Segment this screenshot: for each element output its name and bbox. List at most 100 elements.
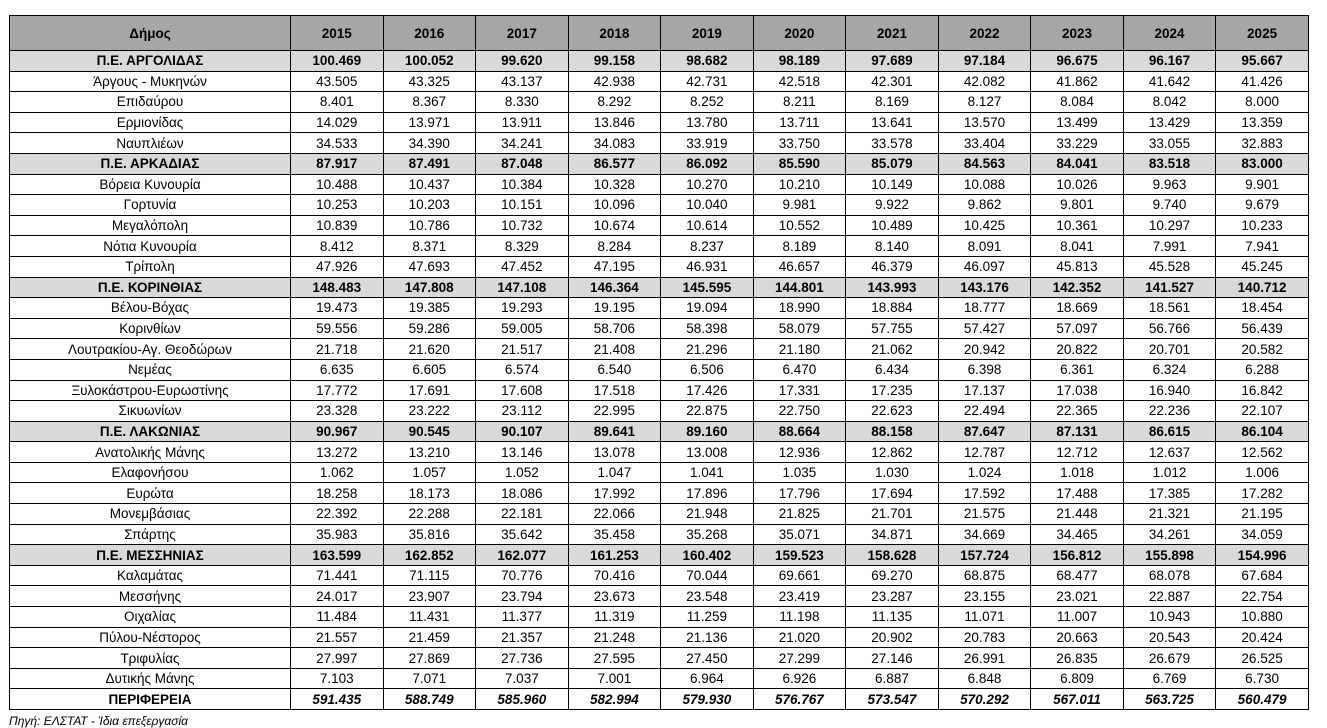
population-value: 591.435 bbox=[290, 688, 384, 710]
header-year: 2019 bbox=[660, 15, 754, 51]
population-value: 10.437 bbox=[382, 173, 477, 196]
population-value: 13.272 bbox=[290, 441, 384, 463]
population-value: 141.527 bbox=[1122, 276, 1217, 299]
population-value: 142.352 bbox=[1030, 276, 1124, 299]
population-value: 22.995 bbox=[567, 400, 662, 422]
population-value: 588.749 bbox=[382, 688, 477, 710]
table-row: Σπάρτης 35.983 35.816 35.642 35.458 35.268 35.… bbox=[9, 523, 1309, 546]
population-value: 87.048 bbox=[475, 152, 569, 175]
population-value: 59.005 bbox=[475, 317, 569, 340]
group-row: Π.Ε. ΛΑΚΩΝΙΑΣ 90.967 90.545 90.107 89.641 89.… bbox=[9, 420, 1309, 443]
population-value: 10.361 bbox=[1030, 214, 1124, 237]
population-value: 90.107 bbox=[475, 420, 569, 443]
population-value: 155.898 bbox=[1122, 544, 1217, 566]
table-row: Τριφυλίας 27.997 27.869 27.736 27.595 27.450 2… bbox=[9, 647, 1309, 669]
population-value: 8.091 bbox=[937, 235, 1032, 257]
population-value: 13.008 bbox=[660, 441, 754, 463]
population-value: 43.325 bbox=[382, 70, 477, 93]
table-row: Βόρεια Κυνουρία 10.488 10.437 10.384 10.328 1… bbox=[9, 173, 1309, 196]
municipality-name: Π.Ε. ΚΟΡΙΝΘΙΑΣ bbox=[9, 276, 291, 299]
population-value: 156.812 bbox=[1030, 544, 1124, 566]
population-value: 163.599 bbox=[290, 544, 384, 566]
population-value: 11.071 bbox=[937, 606, 1032, 628]
population-value: 97.689 bbox=[845, 50, 939, 72]
population-value: 22.365 bbox=[1030, 400, 1124, 422]
population-value: 10.270 bbox=[660, 173, 754, 196]
population-value: 22.288 bbox=[382, 503, 477, 525]
population-value: 21.701 bbox=[845, 503, 939, 525]
population-value: 17.796 bbox=[752, 482, 847, 505]
population-value: 8.371 bbox=[382, 235, 477, 257]
municipality-name: Κορινθίων bbox=[9, 317, 291, 340]
group-row: Π.Ε. ΑΡΚΑΔΙΑΣ 87.917 87.491 87.048 86.577 86.… bbox=[9, 152, 1309, 175]
municipality-name: Σπάρτης bbox=[9, 523, 291, 546]
population-value: 1.047 bbox=[567, 461, 662, 484]
population-value: 33.578 bbox=[845, 132, 939, 154]
population-value: 100.052 bbox=[382, 50, 477, 72]
population-value: 20.663 bbox=[1030, 626, 1124, 649]
population-value: 46.379 bbox=[845, 255, 939, 278]
population-value: 17.592 bbox=[937, 482, 1032, 505]
population-value: 1.012 bbox=[1122, 461, 1217, 484]
population-value: 162.852 bbox=[382, 544, 477, 566]
population-value: 18.173 bbox=[382, 482, 477, 505]
population-value: 42.938 bbox=[567, 70, 662, 93]
population-value: 13.971 bbox=[382, 111, 477, 134]
population-value: 14.029 bbox=[290, 111, 384, 134]
population-value: 27.146 bbox=[845, 647, 939, 669]
population-value: 6.288 bbox=[1215, 358, 1309, 381]
population-value: 84.563 bbox=[937, 152, 1032, 175]
population-value: 21.180 bbox=[752, 338, 847, 360]
population-value: 10.489 bbox=[845, 214, 939, 237]
table-row: Νότια Κυνουρία 8.412 8.371 8.329 8.284 8.237 8… bbox=[9, 235, 1309, 257]
population-value: 27.299 bbox=[752, 647, 847, 669]
population-value: 27.736 bbox=[475, 647, 569, 669]
population-value: 23.673 bbox=[567, 585, 662, 608]
population-value: 10.149 bbox=[845, 173, 939, 196]
population-value: 11.319 bbox=[567, 606, 662, 628]
population-value: 13.078 bbox=[567, 441, 662, 463]
population-value: 21.248 bbox=[567, 626, 662, 649]
population-value: 10.614 bbox=[660, 214, 754, 237]
municipality-name: Βόρεια Κυνουρία bbox=[9, 173, 291, 196]
population-value: 6.361 bbox=[1030, 358, 1124, 381]
population-value: 9.740 bbox=[1122, 194, 1217, 216]
population-value: 8.189 bbox=[752, 235, 847, 257]
population-value: 27.869 bbox=[382, 647, 477, 669]
population-value: 35.642 bbox=[475, 523, 569, 546]
population-value: 18.884 bbox=[845, 297, 939, 319]
population-value: 9.679 bbox=[1215, 194, 1309, 216]
population-value: 11.484 bbox=[290, 606, 384, 628]
population-value: 12.562 bbox=[1215, 441, 1309, 463]
population-value: 34.533 bbox=[290, 132, 384, 154]
population-value: 1.052 bbox=[475, 461, 569, 484]
population-value: 157.724 bbox=[937, 544, 1032, 566]
population-value: 147.808 bbox=[382, 276, 477, 299]
population-value: 20.543 bbox=[1122, 626, 1217, 649]
table-row: Καλαμάτας 71.441 71.115 70.776 70.416 70.044 6… bbox=[9, 564, 1309, 587]
header-year: 2018 bbox=[567, 15, 662, 51]
population-value: 22.623 bbox=[845, 400, 939, 422]
population-value: 21.517 bbox=[475, 338, 569, 360]
population-value: 8.292 bbox=[567, 91, 662, 113]
population-value: 18.454 bbox=[1215, 297, 1309, 319]
population-value: 22.750 bbox=[752, 400, 847, 422]
population-value: 560.479 bbox=[1215, 688, 1309, 710]
population-value: 43.505 bbox=[290, 70, 384, 93]
population-value: 42.082 bbox=[937, 70, 1032, 93]
population-value: 13.146 bbox=[475, 441, 569, 463]
population-value: 8.284 bbox=[567, 235, 662, 257]
municipality-name: Τρίπολη bbox=[9, 255, 291, 278]
population-value: 88.158 bbox=[845, 420, 939, 443]
municipality-name: Ανατολικής Μάνης bbox=[9, 441, 291, 463]
municipality-name: Π.Ε. ΑΡΚΑΔΙΑΣ bbox=[9, 152, 291, 175]
population-value: 21.575 bbox=[937, 503, 1032, 525]
header-year: 2024 bbox=[1122, 15, 1217, 51]
population-value: 20.822 bbox=[1030, 338, 1124, 360]
population-value: 10.203 bbox=[382, 194, 477, 216]
population-value: 13.570 bbox=[937, 111, 1032, 134]
population-value: 1.057 bbox=[382, 461, 477, 484]
population-value: 21.408 bbox=[567, 338, 662, 360]
population-value: 46.657 bbox=[752, 255, 847, 278]
population-value: 8.042 bbox=[1122, 91, 1217, 113]
